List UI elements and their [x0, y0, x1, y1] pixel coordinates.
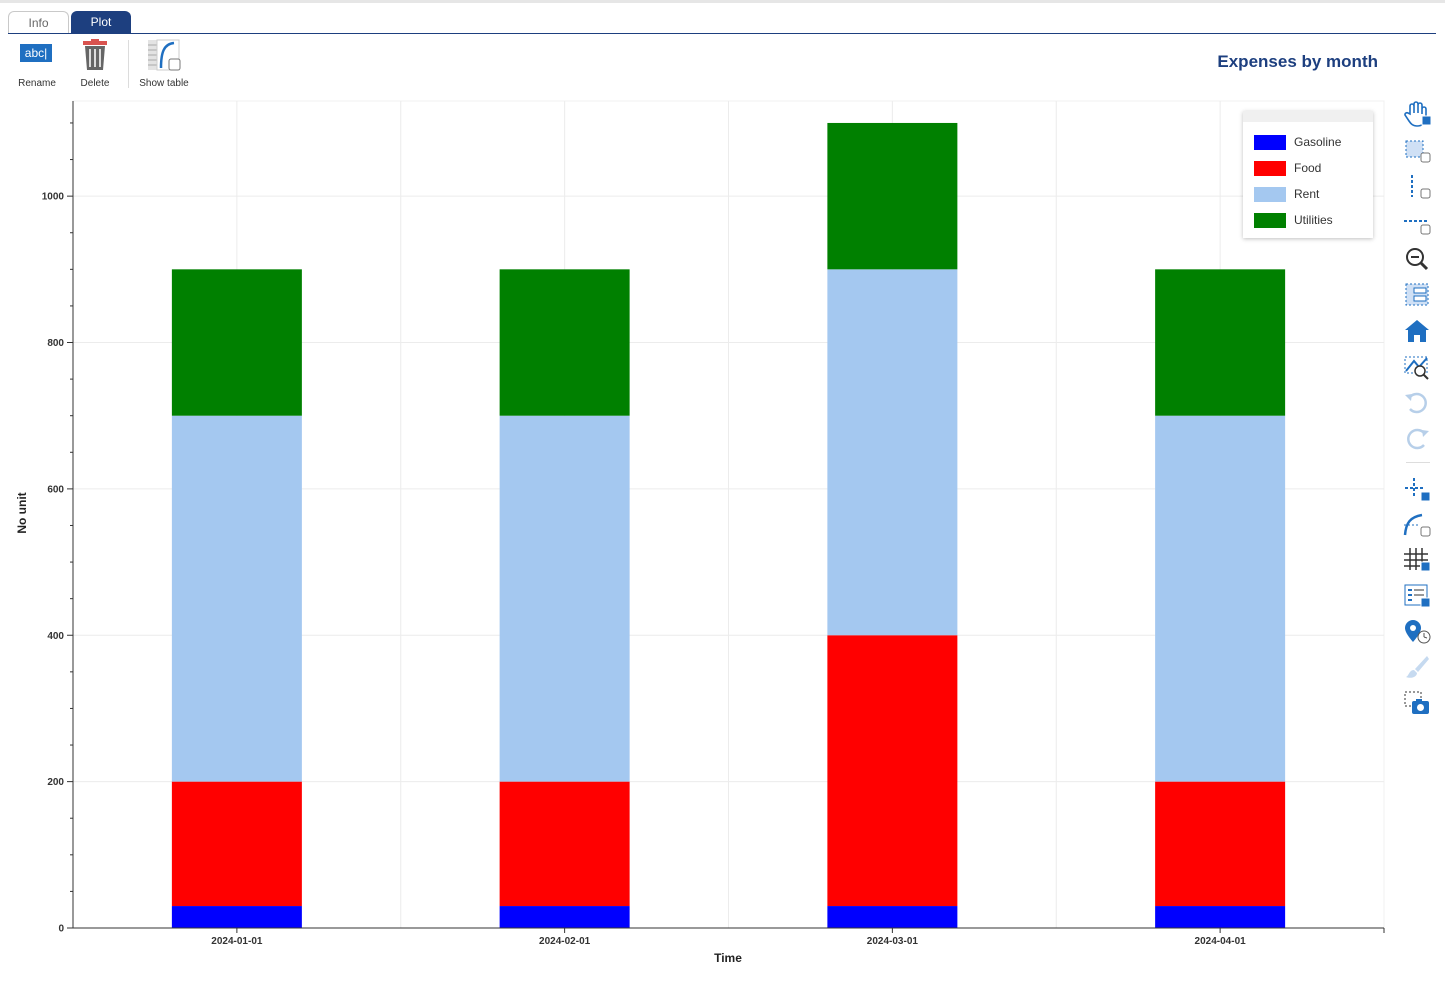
bar-food	[499, 781, 630, 907]
rename-icon: abc|	[20, 44, 52, 62]
legend[interactable]: Gasoline Food Rent Utilities	[1243, 111, 1373, 238]
legend-swatch-rent	[1254, 187, 1286, 202]
curve-hover-tool[interactable]	[1402, 511, 1432, 539]
bar-utilities	[1155, 269, 1286, 416]
bar-food	[1155, 781, 1286, 907]
bar-gasoline	[499, 906, 630, 928]
zoom-out-tool[interactable]	[1402, 245, 1432, 273]
x-tick-label: 2024-02-01	[539, 936, 591, 947]
tab-info[interactable]: Info	[8, 11, 69, 33]
tab-underline	[8, 33, 1436, 34]
y-tick-label: 200	[47, 777, 64, 788]
crosshair-tool[interactable]	[1402, 476, 1432, 504]
legend-header	[1243, 111, 1373, 122]
legend-swatch-food	[1254, 161, 1286, 176]
undo-tool[interactable]	[1402, 389, 1432, 417]
brush-tool[interactable]	[1402, 653, 1432, 681]
zoom-fit-tool[interactable]	[1402, 353, 1432, 381]
legend-swatch-utilities	[1254, 213, 1286, 228]
trash-icon	[83, 39, 107, 70]
bar-gasoline	[171, 906, 302, 928]
zoom-xy-tool[interactable]	[1402, 281, 1432, 309]
pan-tool[interactable]	[1402, 100, 1432, 128]
show-table-label: Show table	[139, 78, 189, 89]
screenshot-icon	[1404, 691, 1429, 714]
marker-tool[interactable]	[1402, 618, 1432, 646]
bar-food	[827, 635, 958, 907]
x-tick-label: 2024-01-01	[211, 936, 263, 947]
rename-label: Rename	[18, 78, 56, 89]
tab-plot[interactable]: Plot	[71, 11, 131, 33]
toolbar-divider	[128, 40, 129, 88]
plot-title: Expenses by month	[1217, 52, 1378, 71]
bar-utilities	[171, 269, 302, 416]
zoom-out-icon	[1406, 248, 1429, 271]
grid-toggle-tool[interactable]	[1402, 546, 1432, 574]
x-axis-title: Time	[714, 951, 742, 965]
y-tick-label: 400	[47, 631, 64, 642]
legend-toggle-tool[interactable]	[1402, 582, 1432, 610]
y-zoom-icon	[1404, 220, 1431, 235]
bar-utilities	[827, 122, 958, 270]
delete-label: Delete	[80, 78, 110, 89]
legend-label-rent: Rent	[1294, 187, 1320, 201]
curve-hover-icon	[1403, 513, 1431, 537]
legend-swatch-gasoline	[1254, 135, 1286, 150]
home-icon	[1405, 320, 1429, 342]
x-zoom-tool[interactable]	[1402, 173, 1432, 201]
x-tick-label: 2024-04-01	[1195, 936, 1247, 947]
bar-rent	[171, 415, 302, 782]
legend-label-food: Food	[1294, 161, 1322, 175]
y-tick-label: 1000	[42, 192, 65, 203]
pan-icon	[1404, 101, 1432, 127]
y-axis-title: No unit	[15, 492, 29, 534]
grid-toggle-icon	[1404, 548, 1431, 572]
marker-icon	[1405, 620, 1431, 644]
box-zoom-icon	[1405, 140, 1431, 163]
home-tool[interactable]	[1402, 317, 1432, 345]
screenshot-tool[interactable]	[1402, 689, 1432, 717]
y-tick-label: 600	[47, 484, 64, 495]
bar-food	[171, 781, 302, 907]
crosshair-icon	[1405, 478, 1431, 502]
bar-gasoline	[1155, 906, 1286, 928]
tools-divider	[1406, 462, 1430, 463]
legend-label-gasoline: Gasoline	[1294, 135, 1342, 149]
legend-label-utilities: Utilities	[1294, 213, 1333, 227]
y-tick-label: 0	[58, 924, 64, 935]
x-zoom-icon	[1411, 175, 1431, 199]
x-tick-label: 2024-03-01	[867, 936, 919, 947]
zoom-fit-icon	[1404, 356, 1429, 380]
bar-rent	[499, 415, 630, 782]
redo-icon	[1407, 428, 1429, 450]
bar-rent	[827, 269, 958, 636]
box-zoom-tool[interactable]	[1402, 137, 1432, 165]
brush-icon	[1406, 656, 1429, 678]
zoom-xy-icon	[1405, 283, 1429, 306]
bar-utilities	[499, 269, 630, 416]
undo-icon	[1405, 392, 1427, 414]
bar-rent	[1155, 415, 1286, 782]
top-border	[0, 0, 1445, 3]
show-table-icon	[148, 39, 181, 71]
legend-toggle-icon	[1404, 584, 1431, 608]
redo-tool[interactable]	[1402, 425, 1432, 453]
y-tick-label: 800	[47, 338, 64, 349]
bar-gasoline	[827, 906, 958, 928]
chart[interactable]: 0 200 400 600 800 1000 2024-01-01 2024-02-01 202…	[0, 95, 1400, 970]
y-zoom-tool[interactable]	[1402, 209, 1432, 237]
